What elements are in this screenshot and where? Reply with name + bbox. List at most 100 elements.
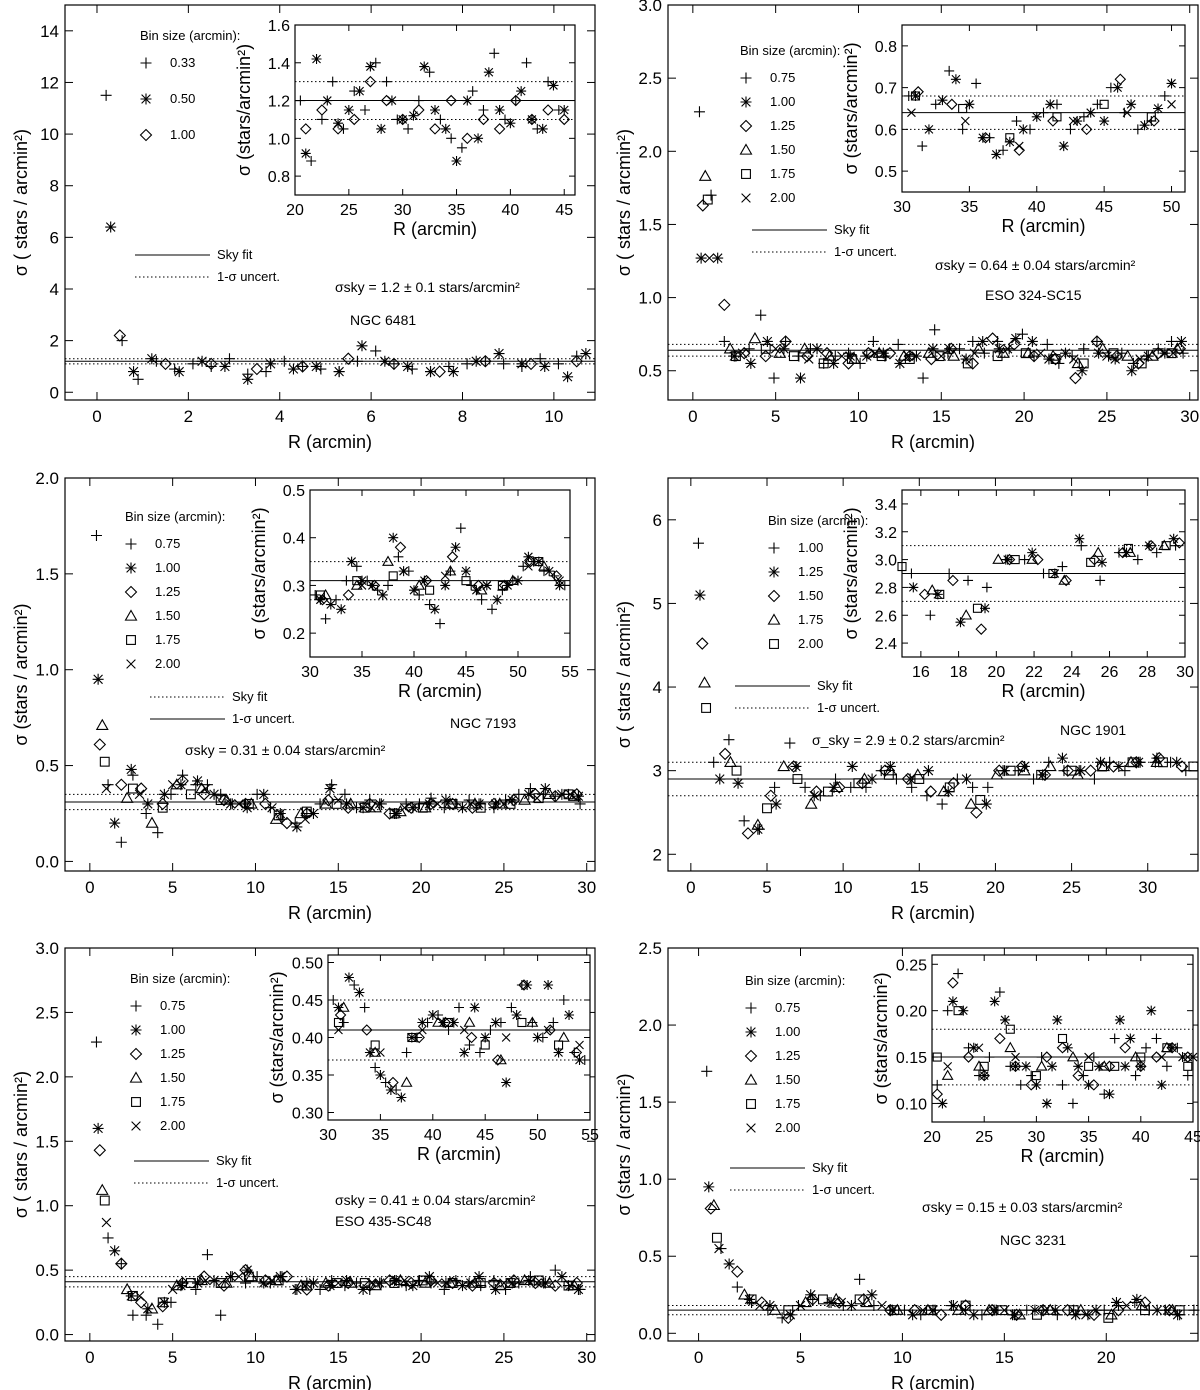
data-point [556,1271,568,1283]
legend-label: 1.75 [160,1094,185,1109]
cluster-name: NGC 7193 [450,715,516,731]
inset-data-point [947,996,958,1007]
inset-data-point [1098,1060,1111,1071]
legend-label: 1.50 [155,608,180,623]
data-point [921,790,933,802]
inset-data-point [480,1032,491,1043]
legend-label: 1.25 [155,584,180,599]
data-point [539,360,551,372]
inset-data-point [1148,115,1160,127]
inset-data-point [403,123,414,134]
inset-data-point [1014,141,1024,151]
inset-data-point [1031,1071,1041,1081]
inset-data-point [1010,555,1020,565]
inset-x-tick-label: 18 [950,664,968,681]
inset-data-point [357,581,367,590]
data-point [447,798,458,809]
legend-label: 1.25 [775,1048,800,1063]
legend-marker [769,639,779,649]
inset-data-point [558,113,571,126]
inset-data-point [908,582,919,593]
inset-data-point [574,1055,585,1065]
data-point [357,1283,369,1295]
data-point [532,1278,542,1288]
data-point [273,1275,284,1286]
y-tick-label: 2.0 [638,142,662,161]
data-point [307,807,319,819]
legend-marker [129,1047,143,1061]
data-point [1151,752,1163,764]
legend-label: 0.50 [170,91,195,106]
data-point [265,358,277,370]
inset-data-point [501,1077,512,1088]
legend-marker [741,169,751,179]
data-point [1037,769,1049,781]
inset-x-tick-label: 26 [1101,664,1119,681]
data-point [992,351,1003,362]
data-point [934,1308,948,1322]
data-point [1113,1300,1124,1312]
data-point [936,798,948,810]
data-point [99,1195,110,1206]
data-point [924,785,937,798]
data-point [746,1296,758,1308]
data-point [894,357,906,369]
inset-data-point [542,104,554,116]
data-point [125,1290,137,1302]
y-tick-label: 3.0 [638,0,662,15]
data-point [798,342,812,354]
data-point [790,760,802,772]
data-point [842,357,855,370]
data-point [1020,348,1031,359]
data-point [715,1243,727,1255]
inset-data-point [1168,533,1179,544]
data-point [830,773,842,785]
data-point [506,1277,518,1289]
inset-y-tick-label: 1.6 [268,18,290,35]
data-point [120,1282,134,1295]
inset-x-tick-label: 30 [1176,664,1194,681]
inset-data-point [471,585,482,596]
data-point [694,589,706,601]
data-point [760,343,771,354]
data-point [854,1273,866,1285]
x-tick-label: 30 [1138,878,1157,897]
legend-title: Bin size (arcmin): [130,971,230,986]
data-point [565,789,575,800]
inset-data-point [376,123,387,134]
y-tick-label: 2.5 [638,939,662,958]
data-point [944,343,956,355]
inset-data-point [953,1006,963,1016]
x-tick-label: 10 [893,1348,912,1367]
data-point [518,1273,532,1286]
inset-data-point [1094,1061,1105,1072]
inset-data-point [334,1009,347,1021]
inset-data-point [357,575,367,586]
inset-data-point [383,580,393,591]
data-point [1036,769,1047,780]
inset-data-point [319,588,332,600]
data-point [917,372,929,384]
data-point [980,798,992,810]
y-tick-label: 14 [40,22,59,41]
inset-plot: 20 25 30 35 40 45 0.10 0.15 0.20 0.25 R (arcmin) σ … [871,954,1200,1166]
data-point [548,789,562,803]
data-point [506,794,518,806]
inset-frame [309,489,571,658]
inset-data-point [393,551,404,562]
inset-data-point [1109,1033,1120,1044]
data-point [423,798,435,810]
inset-data-point [1161,541,1171,551]
inset-data-point [369,1046,382,1057]
inset-series-0.75 [932,968,1193,1109]
x-tick-label: 20 [412,1348,431,1367]
data-point [115,1258,127,1270]
inset-data-point [429,123,441,135]
inset-data-point [440,571,450,581]
inset-data-point [417,1017,428,1028]
y-tick-label: 10 [40,125,59,144]
inset-data-point [1085,107,1096,118]
inset-data-point [1004,1041,1017,1053]
cluster-name: NGC 6481 [350,312,416,328]
data-point [523,1274,535,1286]
